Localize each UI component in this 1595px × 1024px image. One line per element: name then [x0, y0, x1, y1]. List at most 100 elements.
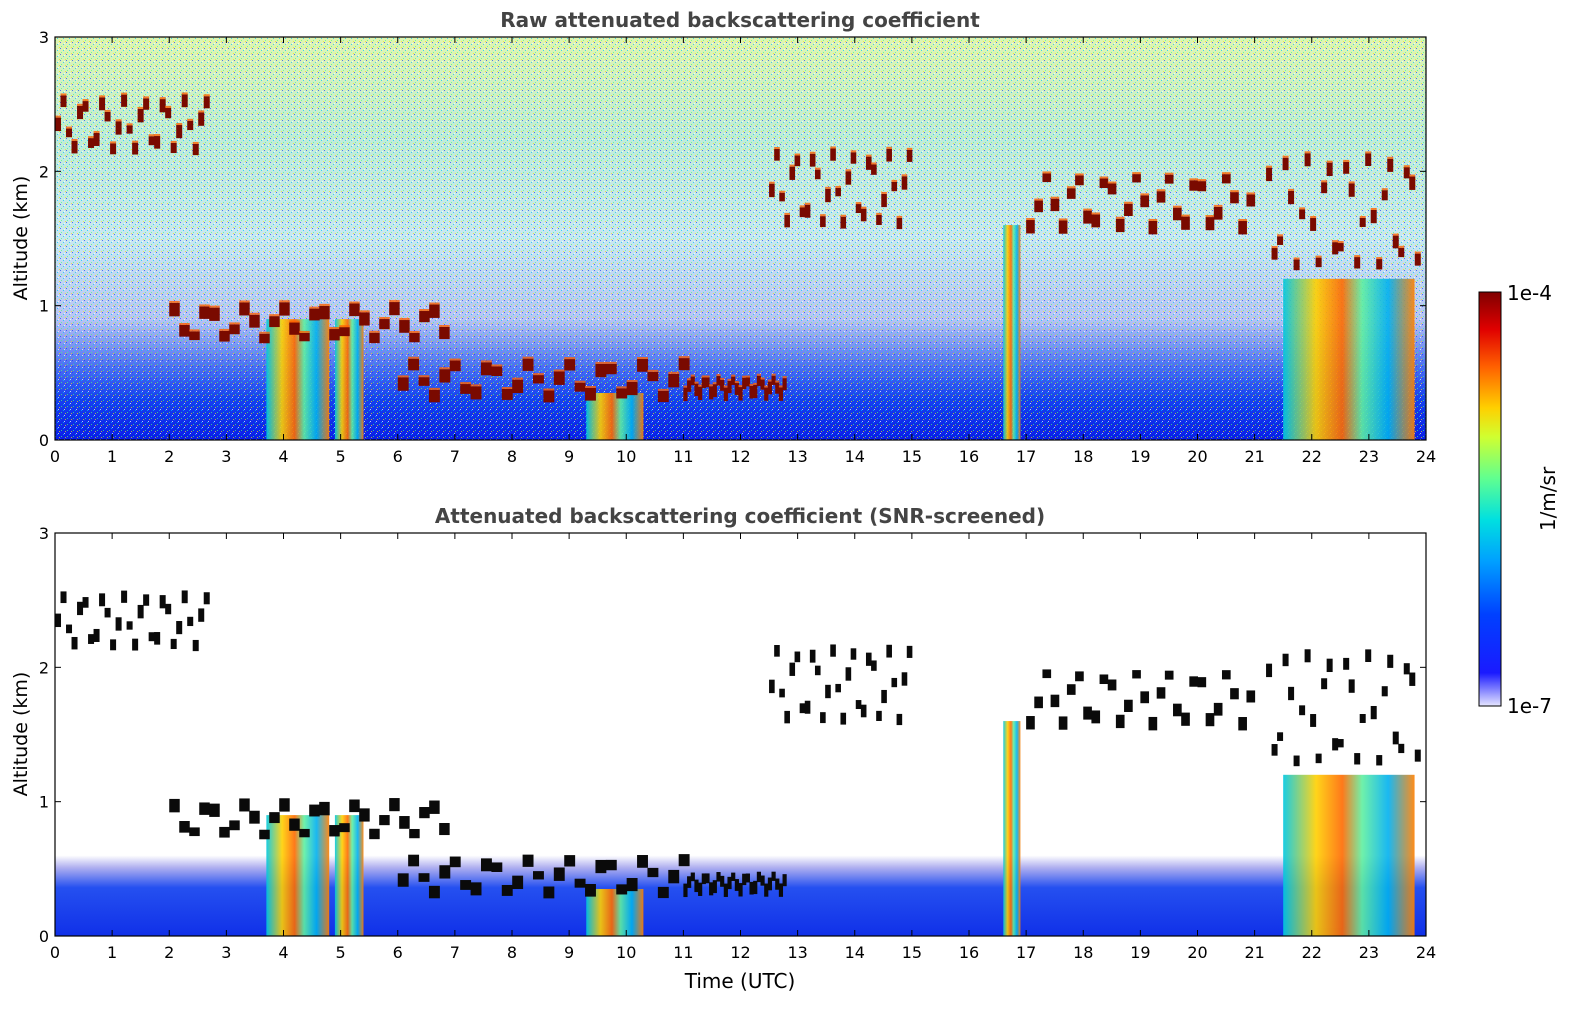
cloud-segment: [1221, 174, 1231, 184]
cloud-segment: [143, 594, 150, 606]
cloud-segment: [690, 376, 695, 386]
cloud-segment: [657, 390, 669, 403]
cloud-segment: [564, 855, 576, 867]
cloud-edge: [1343, 159, 1350, 162]
cloud-edge: [745, 375, 750, 378]
cloud-segment: [574, 382, 586, 392]
cloud-segment: [132, 638, 139, 651]
cloud-segment: [480, 858, 492, 872]
cloud-segment: [179, 325, 190, 337]
precipitation-band: [1003, 721, 1021, 936]
cloud-segment: [840, 216, 847, 229]
cloud-edge: [512, 377, 524, 380]
x-tick-label: 10: [616, 447, 636, 466]
cloud-segment: [189, 827, 200, 837]
cloud-edge: [564, 357, 576, 360]
cloud-segment: [749, 881, 754, 895]
cloud-segment: [187, 616, 194, 627]
cloud-segment: [1205, 217, 1215, 231]
y-tick-label: 0: [39, 431, 49, 450]
cloud-segment: [1083, 706, 1092, 720]
cloud-segment: [1026, 716, 1035, 730]
cloud-segment: [678, 358, 690, 371]
x-tick-label: 4: [278, 447, 288, 466]
cloud-segment: [229, 820, 240, 831]
cloud-edge: [1140, 193, 1150, 196]
cloud-segment: [896, 217, 903, 230]
precipitation-band: [1003, 225, 1021, 440]
cloud-edge: [701, 375, 706, 378]
cloud-segment: [731, 872, 736, 881]
cloud-segment: [595, 363, 607, 378]
cloud-edge: [779, 190, 785, 193]
x-tick-label: 16: [959, 943, 979, 962]
cloud-edge: [1181, 214, 1190, 217]
cloud-segment: [1376, 259, 1383, 270]
x-tick-label: 17: [1016, 943, 1036, 962]
cloud-segment: [1332, 242, 1339, 255]
cloud-segment: [694, 879, 699, 893]
cloud-edge: [1164, 172, 1174, 175]
cloud-segment: [239, 798, 250, 812]
cloud-segment: [738, 387, 743, 401]
precipitation-band: [266, 815, 330, 936]
x-tick-label: 22: [1302, 943, 1322, 962]
panel-raw-plot-area: [55, 37, 1426, 440]
cloud-segment: [137, 108, 144, 123]
panel-raw-ylabel: Altitude (km): [10, 176, 32, 301]
cloud-edge: [480, 360, 492, 363]
x-tick-label: 24: [1416, 943, 1436, 962]
cloud-segment: [543, 390, 555, 403]
cloud-segment: [1066, 684, 1076, 695]
cloud-segment: [104, 111, 111, 122]
cloud-segment: [115, 121, 122, 135]
cloud-edge: [690, 374, 695, 377]
cloud-edge: [825, 186, 831, 189]
cloud-edge: [1173, 205, 1182, 208]
cloud-segment: [771, 375, 776, 385]
cloud-segment: [1359, 218, 1366, 227]
x-tick-label: 9: [564, 943, 574, 962]
cloud-edge: [1205, 215, 1215, 218]
cloud-segment: [657, 886, 669, 899]
cloud-edge: [428, 387, 440, 390]
x-tick-label: 20: [1187, 943, 1207, 962]
cloud-segment: [1230, 688, 1239, 700]
cloud-segment: [309, 308, 320, 321]
cloud-segment: [512, 875, 524, 890]
cloud-segment: [82, 597, 89, 608]
cloud-segment: [794, 651, 801, 663]
cloud-edge: [1246, 192, 1256, 195]
cloud-edge: [1414, 251, 1421, 254]
cloud-segment: [1304, 649, 1311, 663]
cloud-segment: [159, 99, 166, 113]
cloud-segment: [428, 389, 440, 403]
panel-screened-ylabel: Altitude (km): [10, 672, 32, 797]
cloud-edge: [60, 93, 67, 96]
cloud-segment: [767, 381, 773, 395]
cloud-segment: [219, 826, 230, 838]
cloud-segment: [512, 379, 524, 394]
cloud-segment: [876, 710, 882, 721]
x-tick-label: 5: [336, 447, 346, 466]
cloud-segment: [891, 677, 898, 688]
cloud-segment: [309, 804, 320, 817]
cloud-edge: [1271, 246, 1278, 249]
cloud-segment: [1299, 209, 1306, 220]
cloud-segment: [77, 105, 84, 120]
cloud-segment: [637, 359, 648, 372]
cloud-segment: [1370, 209, 1377, 224]
cloud-segment: [289, 322, 300, 335]
cloud-segment: [429, 800, 440, 814]
cloud-segment: [779, 192, 785, 202]
colorbar-unit-label: 1/m/sr: [1536, 466, 1560, 531]
x-tick-label: 2: [164, 447, 174, 466]
cloud-segment: [727, 380, 732, 394]
cloud-segment: [522, 854, 534, 867]
cloud-edge: [279, 300, 290, 303]
cloud-segment: [82, 101, 89, 112]
y-tick-label: 3: [39, 28, 49, 47]
cloud-segment: [605, 363, 617, 375]
cloud-segment: [1359, 714, 1366, 723]
cloud-segment: [60, 95, 67, 108]
